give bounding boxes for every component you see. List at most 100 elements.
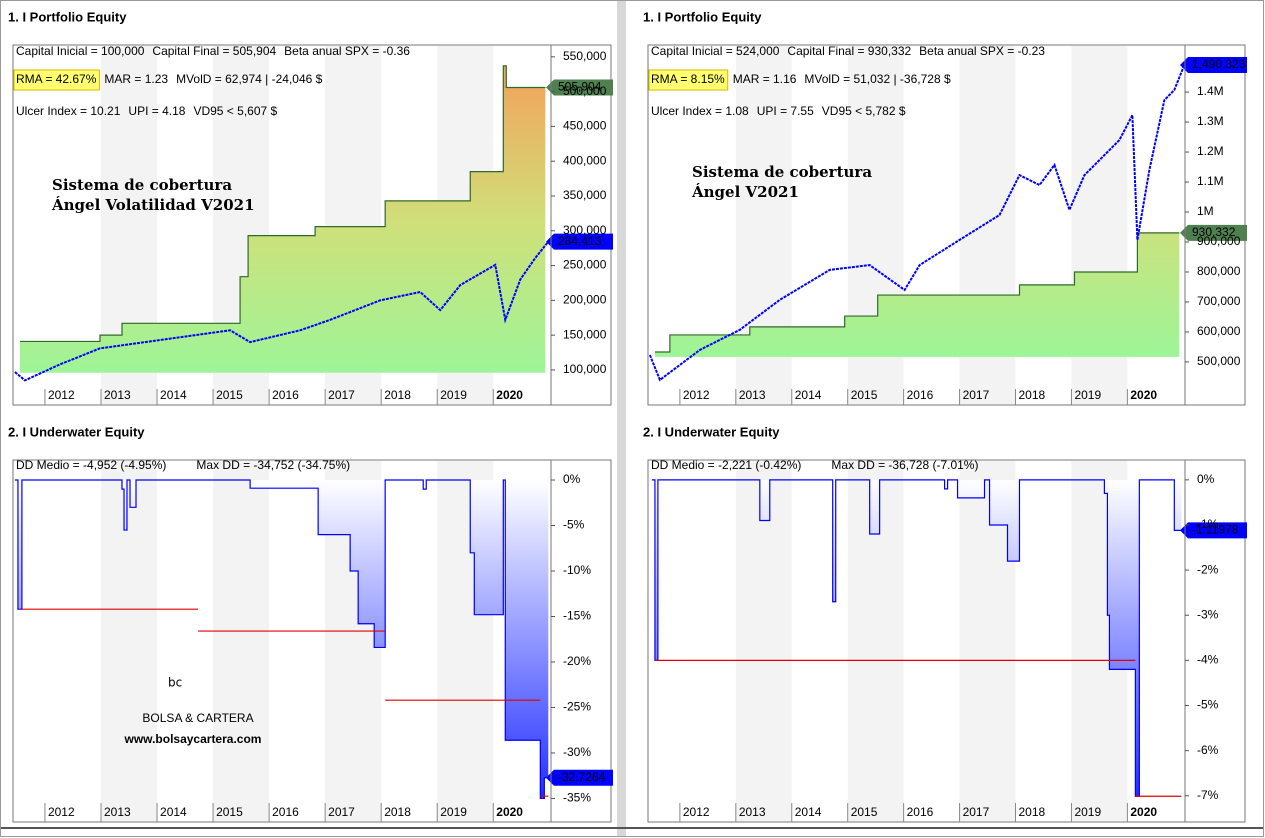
x-tick-label: 2012 xyxy=(683,805,710,819)
max-drawdown-line xyxy=(21,608,549,797)
y-tick-label: 1.2M xyxy=(1197,144,1224,158)
info-text: VD95 < 5,607 $ xyxy=(193,104,277,118)
info-text: Beta anual SPX = -0.23 xyxy=(919,44,1045,58)
x-tick-label: 2017 xyxy=(328,388,355,402)
y-tick-label: 100,000 xyxy=(563,362,607,376)
plot-area xyxy=(651,479,1182,797)
end-value-label: 1,490,323 xyxy=(1192,57,1246,71)
x-tick-label: 2019 xyxy=(1074,388,1101,402)
y-tick-label: -30% xyxy=(563,745,591,759)
info-text: Max DD = -34,752 (-34.75%) xyxy=(196,458,350,472)
y-tick-label: 1M xyxy=(1197,204,1214,218)
annotation: Ángel V2021 xyxy=(691,183,799,201)
year-band xyxy=(213,461,270,821)
y-tick-label: 500,000 xyxy=(563,84,607,98)
x-tick-label: 2013 xyxy=(739,805,766,819)
end-value-box xyxy=(546,79,613,96)
series-line xyxy=(19,65,546,343)
x-tick-label: 2017 xyxy=(328,805,355,819)
panel-title: 2. I Underwater Equity xyxy=(8,424,145,439)
info-text: MAR = 1.23 xyxy=(104,72,168,86)
info-text: Beta anual SPX = -0.36 xyxy=(284,44,410,58)
info-text: Ulcer Index = 10.21 xyxy=(16,104,121,118)
annotation: Ángel Volatilidad V2021 xyxy=(51,196,255,214)
y-tick-label: -15% xyxy=(563,609,591,623)
info-text: DD Medio = -2,221 (-0.42%) xyxy=(651,458,801,472)
end-value-box xyxy=(1180,224,1247,241)
y-tick-label: -5% xyxy=(1197,698,1219,712)
info-text: MAR = 1.16 xyxy=(733,72,797,86)
x-tick-label: 2015 xyxy=(851,805,878,819)
end-value-label: -32.7264 xyxy=(558,770,606,784)
y-tick-label: -1% xyxy=(1197,517,1219,531)
area-fill xyxy=(651,479,1182,797)
annotation: Sistema de cobertura xyxy=(52,176,232,194)
info-text: RMA = 42.67% xyxy=(16,72,97,86)
plot-area xyxy=(14,65,550,382)
y-tick-label: 700,000 xyxy=(1197,294,1241,308)
end-value-box xyxy=(546,233,613,250)
y-tick-label: -2% xyxy=(1197,562,1219,576)
x-tick-label: 2018 xyxy=(1019,388,1046,402)
y-tick-label: -4% xyxy=(1197,653,1219,667)
y-tick-label: 1.4M xyxy=(1197,84,1224,98)
panel-title: 1. I Portfolio Equity xyxy=(643,9,762,24)
highlight-box xyxy=(648,69,729,91)
x-tick-label: 2016 xyxy=(907,805,934,819)
x-tick-label: 2016 xyxy=(272,388,299,402)
plot-area xyxy=(14,479,549,800)
x-tick-label: 2012 xyxy=(48,388,75,402)
area-fill xyxy=(654,232,1180,357)
x-tick-label: 2020 xyxy=(1130,805,1157,819)
x-tick-label: 2018 xyxy=(384,388,411,402)
y-tick-label: 800,000 xyxy=(1197,264,1241,278)
end-value-label: -1.11978 xyxy=(1192,523,1239,537)
info-text: UPI = 7.55 xyxy=(757,104,814,118)
y-tick-label: 0% xyxy=(563,472,581,486)
y-tick-label: 300,000 xyxy=(563,223,607,237)
end-value-label: 930,332 xyxy=(1192,225,1236,239)
plot-area xyxy=(648,64,1185,382)
end-value-box xyxy=(1180,522,1247,539)
x-tick-label: 2012 xyxy=(683,388,710,402)
x-tick-label: 2015 xyxy=(216,388,243,402)
panel-separator xyxy=(617,1,626,836)
end-value-box xyxy=(546,769,613,786)
y-tick-label: -10% xyxy=(563,563,591,577)
y-tick-label: -25% xyxy=(563,700,591,714)
y-tick-label: -6% xyxy=(1197,743,1219,757)
x-tick-label: 2020 xyxy=(496,805,523,819)
x-tick-label: 2014 xyxy=(795,388,822,402)
panel-title: 2. I Underwater Equity xyxy=(643,424,780,439)
x-tick-label: 2016 xyxy=(272,805,299,819)
x-tick-label: 2013 xyxy=(104,388,131,402)
area-fill xyxy=(19,65,546,373)
y-tick-label: 550,000 xyxy=(563,49,607,63)
x-tick-label: 2013 xyxy=(739,388,766,402)
x-tick-label: 2018 xyxy=(384,805,411,819)
y-tick-label: 450,000 xyxy=(563,119,607,133)
x-tick-label: 2018 xyxy=(1019,805,1046,819)
series-line xyxy=(654,232,1180,353)
x-tick-label: 2016 xyxy=(907,388,934,402)
info-text: RMA = 8.15% xyxy=(651,72,725,86)
watermark-name: BOLSA & CARTERA xyxy=(142,711,253,725)
highlight-box xyxy=(13,69,100,91)
x-tick-label: 2014 xyxy=(160,805,187,819)
info-text: Capital Final = 505,904 xyxy=(152,44,276,58)
y-tick-label: 1.1M xyxy=(1197,174,1224,188)
series-line xyxy=(14,241,550,382)
x-tick-label: 2019 xyxy=(440,388,467,402)
info-text: VD95 < 5,782 $ xyxy=(822,104,906,118)
end-value-box xyxy=(1180,56,1247,73)
x-tick-label: 2017 xyxy=(963,805,990,819)
series-line xyxy=(14,479,549,800)
info-text: MVolD = 62,974 | -24,046 $ xyxy=(176,72,323,86)
x-tick-label: 2020 xyxy=(496,388,523,402)
panel-title: 1. I Portfolio Equity xyxy=(8,9,127,24)
max-drawdown-line xyxy=(654,659,1182,797)
info-text: MVolD = 51,032 | -36,728 $ xyxy=(804,72,951,86)
y-tick-label: -20% xyxy=(563,654,591,668)
end-value-label: 505,904 xyxy=(558,80,602,94)
y-tick-label: 0% xyxy=(1197,472,1215,486)
